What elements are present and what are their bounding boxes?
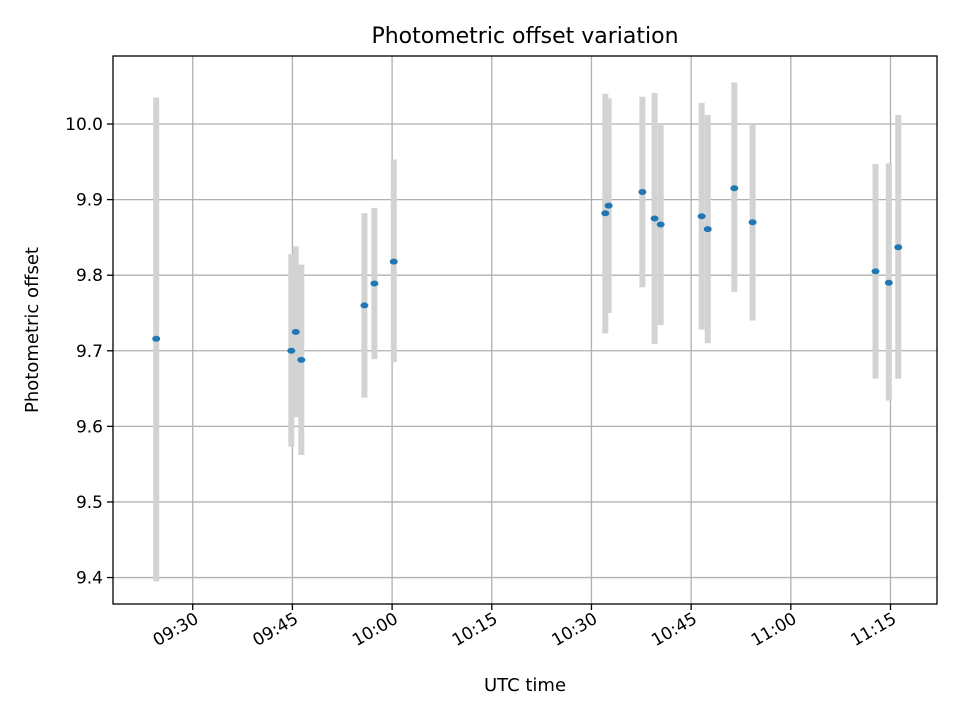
data-point — [697, 213, 706, 220]
y-axis-ticks: 9.4 9.5 9.6 9.7 9.8 9.9 10.0 — [65, 115, 113, 589]
data-point — [287, 347, 296, 354]
data-point — [297, 356, 306, 363]
x-tick-label: 10:30 — [549, 609, 601, 651]
data-point — [152, 335, 161, 342]
data-point — [638, 189, 647, 196]
y-tick-label: 10.0 — [65, 115, 103, 135]
y-tick-label: 9.5 — [76, 493, 103, 513]
data-point — [370, 280, 379, 287]
x-tick-label: 10:15 — [449, 609, 501, 651]
errorbars — [153, 82, 902, 582]
data-point — [650, 215, 659, 222]
x-tick-label: 10:00 — [349, 609, 401, 651]
x-tick-label: 11:00 — [748, 609, 800, 651]
data-point — [871, 268, 880, 275]
data-point — [703, 226, 712, 233]
plot-frame — [112, 55, 938, 605]
y-tick-label: 9.9 — [76, 191, 103, 211]
y-tick-label: 9.4 — [76, 569, 103, 589]
x-tick-label: 09:45 — [249, 609, 301, 651]
x-tick-label: 10:45 — [648, 609, 700, 651]
x-axis-ticks: 09:30 09:45 10:00 10:15 10:30 10:45 11:00 11:15 — [150, 604, 900, 651]
data-point — [389, 258, 398, 265]
data-point — [884, 279, 893, 286]
x-tick-label: 09:30 — [150, 609, 202, 651]
data-point — [748, 219, 757, 226]
data-point — [656, 221, 665, 228]
y-tick-label: 9.8 — [76, 266, 103, 286]
data-point — [360, 302, 369, 309]
y-tick-label: 9.7 — [76, 342, 103, 362]
data-point — [291, 328, 300, 335]
x-axis-label: UTC time — [484, 675, 566, 696]
data-points — [152, 185, 903, 363]
data-point — [730, 185, 739, 192]
data-point — [894, 244, 903, 251]
data-point — [601, 210, 610, 217]
data-point — [604, 202, 613, 209]
grid — [113, 56, 937, 604]
y-axis-label: Photometric offset — [22, 247, 43, 413]
x-tick-label: 11:15 — [848, 609, 900, 651]
y-tick-label: 9.6 — [76, 417, 103, 437]
chart-title: Photometric offset variation — [371, 24, 678, 49]
